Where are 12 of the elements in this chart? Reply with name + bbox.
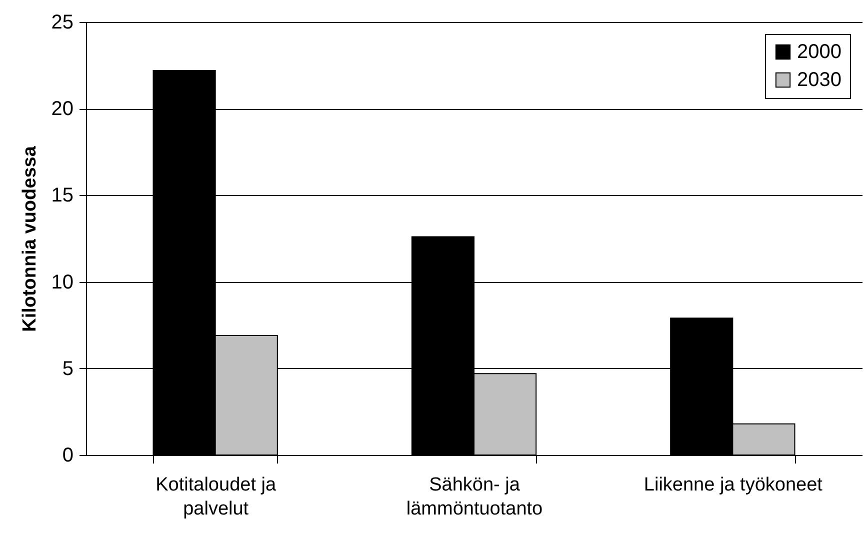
y-tick-label: 15 (51, 184, 74, 207)
y-tick-label: 10 (51, 271, 74, 294)
x-tick-label: Sähkön- ja lämmöntuotanto (406, 474, 543, 520)
y-tick-label: 0 (62, 444, 74, 466)
y-tick-label: 25 (51, 12, 74, 34)
legend-label: 2000 (797, 41, 842, 63)
x-tick-label: Kotitaloudet ja palvelut (156, 474, 276, 520)
y-tick-label: 20 (51, 98, 74, 120)
y-axis-title: Kilotonnia vuodessa (19, 146, 40, 332)
y-tick-label: 5 (62, 358, 74, 380)
legend-label: 2030 (797, 69, 842, 91)
x-tick-label: Liikenne ja työkoneet (644, 474, 824, 496)
